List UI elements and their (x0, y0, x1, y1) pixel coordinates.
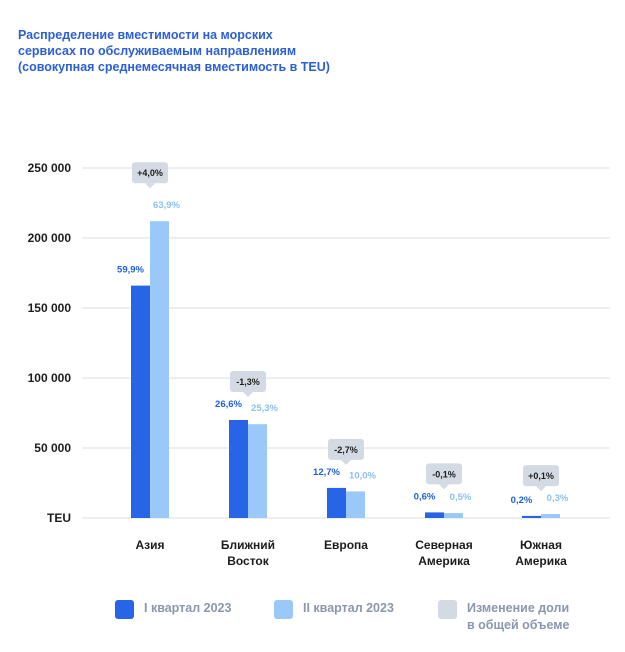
change-label: +0,1% (528, 471, 554, 481)
change-pointer (439, 484, 449, 490)
change-label: -2,7% (334, 445, 358, 455)
change-label: +4,0% (137, 168, 163, 178)
change-callout: +0,1% (523, 465, 559, 492)
bar-labels: 59,9% 63,9% 26,6% 25,3% 12,7% 10,0% 0,6% 0,5% 0,… (117, 200, 569, 506)
change-pointer (536, 486, 546, 492)
legend-swatch-change (438, 600, 457, 619)
change-callout: +4,0% (132, 162, 168, 189)
bar-q1 (425, 512, 444, 518)
bar-q2 (248, 424, 267, 518)
legend-item-q1: I квартал 2023 (115, 600, 231, 619)
change-pointer (341, 459, 351, 465)
y-tick-label: 100 000 (28, 371, 72, 385)
bar-q1 (327, 487, 346, 518)
category-label: Южная (520, 538, 562, 552)
legend-label-q2: II квартал 2023 (303, 601, 394, 615)
change-label: -1,3% (236, 377, 260, 387)
data-label-q1: 0,2% (511, 495, 533, 506)
y-tick-label: 50 000 (34, 441, 71, 455)
x-axis-categories: Азия Ближний Восток Европа Северная Америка Юж… (135, 538, 567, 568)
data-label-q1: 59,9% (117, 265, 144, 276)
y-tick-label: TEU (47, 511, 71, 525)
legend-item-change: Изменение доли в общей объеме (438, 600, 569, 634)
data-label-q2: 63,9% (153, 200, 180, 211)
chart-title-line-2: сервисах по обслуживаемым направлениям (18, 44, 297, 58)
legend-swatch-q2 (274, 600, 293, 619)
change-box (426, 463, 462, 485)
legend-label-change-line-2: в общей объеме (467, 618, 570, 632)
data-label-q2: 0,3% (547, 493, 569, 504)
category-label: Северная (415, 538, 473, 552)
category-label: Ближний (221, 538, 275, 552)
change-box (230, 371, 266, 392)
chart-title-line-1: Распределение вместимости на морских (18, 28, 273, 42)
category-label: Америка (515, 554, 567, 568)
category-label: Европа (324, 538, 368, 552)
y-axis-ticks: TEU 50 000 100 000 150 000 200 000 250 000 (28, 161, 72, 525)
legend-label-q1: I квартал 2023 (144, 601, 232, 615)
bar-chart: TEU 50 000 100 000 150 000 200 000 250 000 59… (28, 161, 610, 568)
legend-item-q2: II квартал 2023 (274, 600, 394, 619)
bar-q1 (522, 515, 541, 518)
legend-swatch-q1 (115, 600, 134, 619)
change-label: -0,1% (432, 469, 456, 479)
bars (131, 221, 560, 518)
change-callout: -1,3% (230, 371, 266, 397)
legend-label-change: Изменение доли в общей объеме (467, 600, 569, 634)
category-label: Восток (227, 554, 270, 568)
data-label-q1: 26,6% (215, 399, 242, 410)
y-tick-label: 250 000 (28, 161, 72, 175)
y-tick-label: 200 000 (28, 231, 72, 245)
data-label-q2: 10,0% (349, 470, 376, 481)
data-label-q2: 25,3% (251, 403, 278, 414)
change-callout: -0,1% (426, 463, 462, 490)
chart-legend: I квартал 2023 II квартал 2023 Изменение… (0, 600, 625, 640)
bar-q1 (229, 420, 248, 518)
change-box (523, 465, 559, 487)
change-pointer (145, 183, 155, 189)
category-label: Азия (135, 538, 164, 552)
change-pointer (243, 392, 253, 397)
chart-title-line-3: (совокупная среднемесячная вместимость в… (18, 60, 330, 74)
chart-title: Распределение вместимости на морских сер… (18, 27, 418, 75)
data-label-q1: 0,6% (414, 491, 436, 502)
change-box (328, 438, 364, 460)
change-box (132, 162, 168, 184)
data-label-q1: 12,7% (313, 467, 340, 478)
change-callout: -2,7% (328, 438, 364, 465)
y-tick-label: 150 000 (28, 301, 72, 315)
data-label-q2: 0,5% (450, 492, 472, 503)
bar-q1 (131, 285, 150, 518)
bar-q2 (150, 221, 169, 518)
bar-q2 (346, 491, 365, 518)
bar-q2 (444, 513, 463, 518)
bar-q2 (541, 514, 560, 518)
legend-label-change-line-1: Изменение доли (467, 601, 570, 615)
change-callouts: +4,0% -1,3% -2,7% -0,1% +0,1% (132, 162, 559, 492)
category-label: Америка (418, 554, 470, 568)
